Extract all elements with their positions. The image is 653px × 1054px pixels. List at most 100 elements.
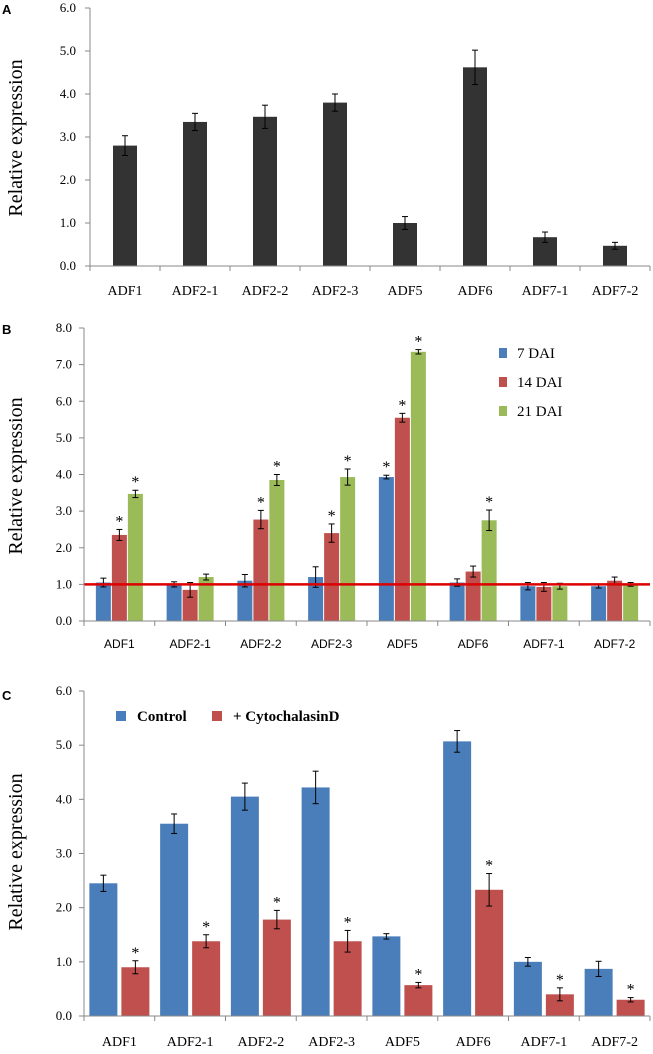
bar: [410, 351, 426, 621]
y-tick-label: 5.0: [56, 430, 72, 445]
y-tick-label: 6.0: [56, 393, 72, 408]
bar: [552, 586, 568, 621]
significance-star: *: [344, 914, 352, 931]
x-tick-label: ADF6: [458, 637, 489, 651]
bar: [253, 519, 269, 621]
chart-panel-c: C * * * * * * * * 0.0 1.0 2.0 3.0 4.0 5.0 6.0 ADF1 ADF…: [2, 683, 651, 1050]
x-tick-label: ADF2-2: [240, 637, 282, 651]
significance-star: *: [414, 966, 422, 983]
x-tick-label: ADF5: [387, 637, 418, 651]
chart-panel-a: A 0.0 1.0 2.0 3.0 4.0 5.0 6.0 ADF1 ADF2-1 ADF2-2…: [2, 0, 651, 299]
bar: [394, 417, 410, 621]
legend-swatch: [116, 711, 126, 721]
legend-swatch: [212, 711, 222, 721]
bar: [404, 985, 433, 1016]
bar: [253, 116, 277, 266]
bar: [230, 796, 259, 1016]
bar: [536, 586, 552, 621]
bar: [269, 479, 285, 621]
significance-star: *: [273, 459, 281, 476]
y-tick-label: 2.0: [56, 540, 72, 555]
significance-star: *: [485, 494, 493, 511]
bar: [443, 741, 472, 1016]
bar: [160, 823, 189, 1016]
bar: [372, 936, 401, 1016]
x-tick-label: ADF1: [104, 637, 135, 651]
bar: [127, 493, 143, 621]
x-tick-label: ADF6: [456, 1035, 491, 1050]
y-tick-label: 1.0: [56, 954, 72, 969]
x-tick-label: ADF1: [107, 284, 142, 299]
bar: [340, 477, 356, 621]
x-tick-label: ADF2-3: [311, 637, 353, 651]
y-tick-label: 0.0: [56, 613, 72, 628]
bar: [603, 245, 627, 266]
y-axis-title-a: Relative expression: [5, 59, 27, 216]
legend-label: 7 DAI: [517, 346, 555, 362]
panel-label-a: A: [2, 2, 12, 17]
bar: [89, 883, 118, 1016]
y-tick-label: 4.0: [60, 86, 76, 101]
significance-star: *: [414, 334, 422, 351]
y-tick-label: 5.0: [60, 43, 76, 58]
significance-star: *: [556, 972, 564, 989]
bar: [301, 787, 330, 1016]
x-tick-label: ADF5: [387, 284, 422, 299]
y-axis-title-c: Relative expression: [5, 773, 27, 930]
y-tick-label: 3.0: [56, 503, 72, 518]
y-tick-label: 5.0: [56, 737, 72, 752]
significance-star: *: [257, 494, 265, 511]
x-tick-label: ADF2-3: [312, 284, 359, 299]
x-tick-label: ADF7-1: [523, 637, 565, 651]
bar: [513, 961, 542, 1016]
bar: [393, 223, 417, 266]
bar: [333, 941, 362, 1016]
y-tick-label: 0.0: [56, 1008, 72, 1023]
y-tick-label: 7.0: [56, 357, 72, 372]
x-tick-label: ADF7-1: [522, 284, 569, 299]
bar: [323, 102, 347, 266]
bar: [623, 584, 639, 621]
bar: [545, 994, 574, 1016]
significance-star: *: [115, 513, 123, 530]
significance-star: *: [627, 982, 635, 999]
bar: [111, 534, 127, 621]
bar: [616, 999, 645, 1016]
panel-label-c: C: [2, 688, 12, 703]
legend-swatch: [499, 348, 507, 358]
bar: [465, 571, 481, 621]
bar: [198, 577, 214, 621]
bar: [166, 584, 182, 621]
x-tick-label: ADF2-1: [172, 284, 219, 299]
significance-star: *: [328, 508, 336, 525]
bar: [607, 580, 623, 621]
significance-star: *: [273, 894, 281, 911]
bar: [237, 580, 253, 621]
legend-label: Control: [137, 709, 187, 725]
x-tick-label: ADF7-2: [594, 637, 636, 651]
x-tick-label: ADF2-1: [169, 637, 211, 651]
x-tick-label: ADF7-1: [521, 1035, 568, 1050]
x-tick-label: ADF2-3: [308, 1035, 355, 1050]
y-tick-label: 6.0: [56, 683, 72, 698]
y-tick-label: 4.0: [56, 791, 72, 806]
x-tick-label: ADF1: [102, 1035, 137, 1050]
legend-label: 14 DAI: [517, 375, 562, 391]
bar: [192, 941, 221, 1016]
bar: [262, 919, 291, 1016]
bar: [183, 121, 207, 266]
bar: [481, 520, 497, 621]
y-tick-label: 3.0: [60, 129, 76, 144]
y-tick-label: 0.0: [60, 258, 76, 273]
significance-star: *: [131, 945, 139, 962]
x-tick-label: ADF6: [457, 284, 492, 299]
bar: [324, 533, 340, 621]
legend-swatch: [499, 406, 507, 416]
x-tick-label: ADF2-1: [167, 1035, 214, 1050]
significance-star: *: [202, 919, 210, 936]
y-axis-title-b: Relative expression: [5, 397, 27, 554]
bar: [121, 967, 150, 1016]
panel-label-b: B: [2, 322, 11, 337]
bar: [449, 582, 465, 621]
